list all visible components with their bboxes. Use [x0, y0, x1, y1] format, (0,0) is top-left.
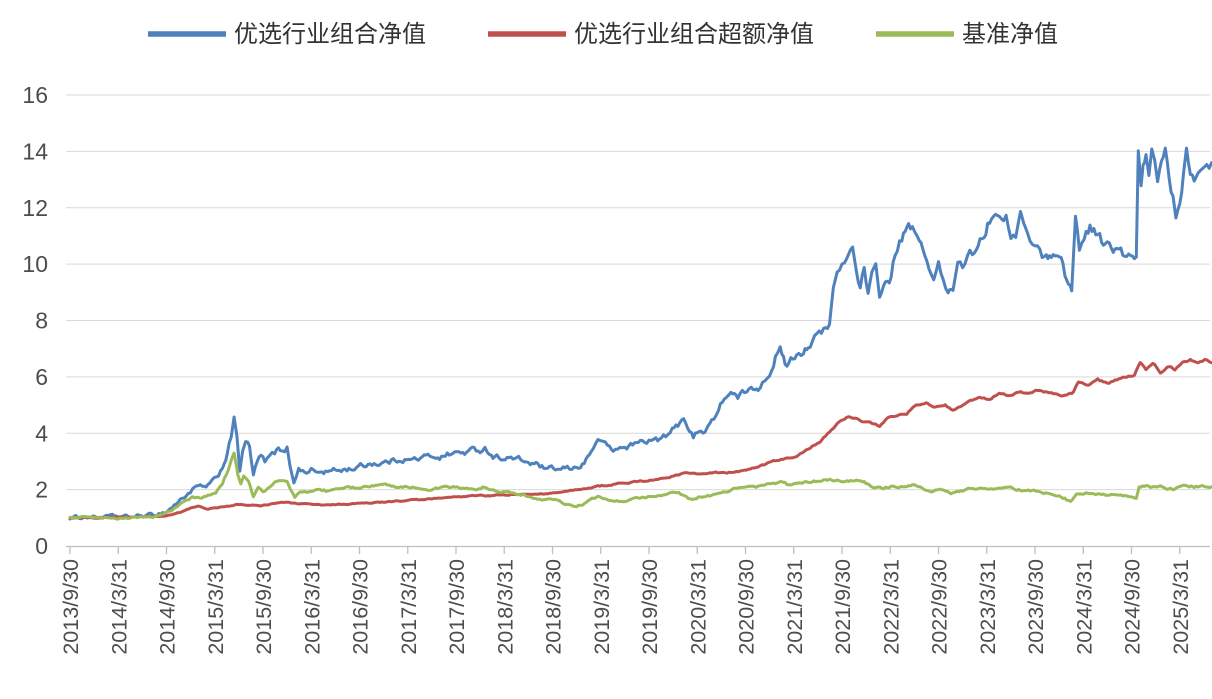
legend-label: 基准净值 — [962, 21, 1058, 48]
y-tick-label: 8 — [35, 308, 48, 334]
x-tick-label: 2019/9/30 — [638, 559, 662, 655]
series-line-3 — [68, 451, 1212, 521]
y-tick-label: 0 — [35, 533, 48, 559]
x-tick-label: 2017/3/31 — [397, 559, 421, 655]
x-tick-label: 2015/3/31 — [204, 559, 228, 655]
x-tick-label: 2024/3/31 — [1072, 559, 1096, 655]
y-tick-label: 2 — [35, 477, 48, 503]
x-tick-label: 2023/9/30 — [1024, 559, 1048, 655]
x-tick-label: 2018/9/30 — [542, 559, 566, 655]
x-tick-label: 2016/9/30 — [349, 559, 373, 655]
y-tick-label: 4 — [35, 420, 48, 446]
x-tick-label: 2017/9/30 — [445, 559, 469, 655]
legend-label: 优选行业组合超额净值 — [574, 21, 814, 48]
x-tick-label: 2021/9/30 — [831, 559, 855, 655]
x-tick-label: 2019/3/31 — [590, 559, 614, 655]
y-tick-label: 14 — [22, 138, 48, 164]
x-tick-label: 2014/9/30 — [156, 559, 180, 655]
legend-label: 优选行业组合净值 — [234, 21, 426, 48]
x-tick-label: 2015/9/30 — [252, 559, 276, 655]
x-tick-label: 2023/3/31 — [976, 559, 1000, 655]
series-line-1 — [68, 146, 1212, 521]
x-tick-label: 2014/3/31 — [107, 559, 131, 655]
y-tick-label: 6 — [35, 364, 48, 390]
y-tick-label: 10 — [22, 251, 48, 277]
x-tick-label: 2024/9/30 — [1121, 559, 1145, 655]
x-tick-label: 2016/3/31 — [300, 559, 324, 655]
x-tick-label: 2021/3/31 — [783, 559, 807, 655]
x-tick-label: 2020/3/31 — [686, 559, 710, 655]
y-tick-label: 16 — [22, 82, 48, 108]
x-tick-label: 2018/3/31 — [493, 559, 517, 655]
x-tick-label: 2020/9/30 — [735, 559, 759, 655]
x-tick-label: 2022/9/30 — [928, 559, 952, 655]
x-tick-label: 2022/3/31 — [879, 559, 903, 655]
x-tick-label: 2025/3/31 — [1169, 559, 1193, 655]
x-tick-label: 2013/9/30 — [59, 559, 83, 655]
y-tick-label: 12 — [22, 195, 48, 221]
series-line-2 — [68, 357, 1212, 520]
